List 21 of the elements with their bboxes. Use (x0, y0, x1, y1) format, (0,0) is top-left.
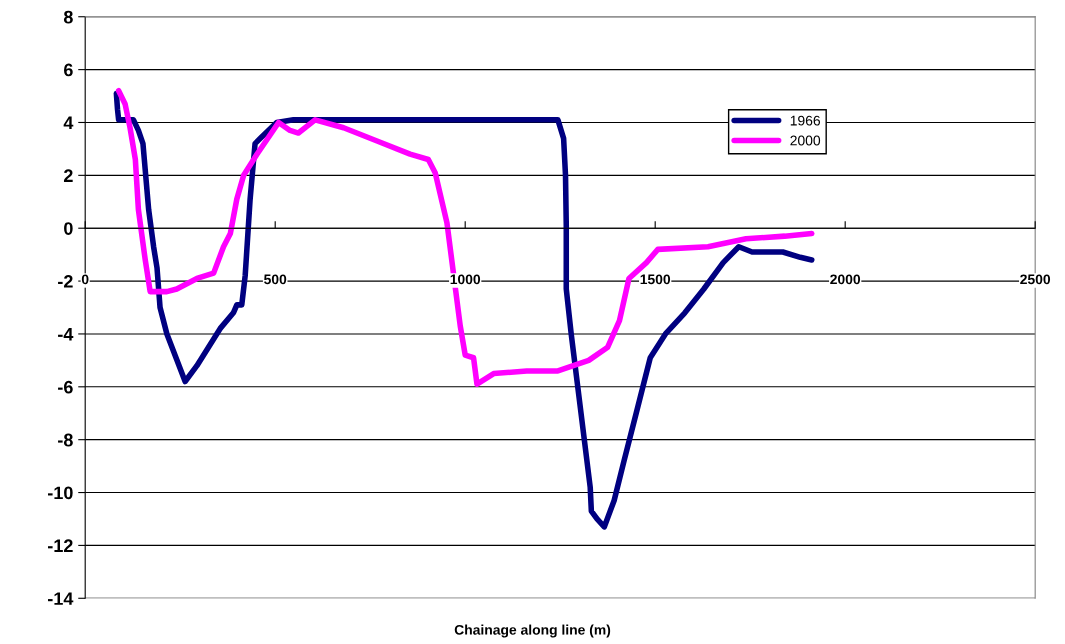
y-tick-label: 4 (63, 116, 74, 130)
y-tick-label: -2 (58, 275, 73, 288)
y-tick-label: 6 (64, 63, 73, 77)
legend-label: 2000 (790, 135, 821, 146)
y-tick-label: 2 (63, 169, 73, 182)
y-tick-label: -4 (58, 328, 74, 341)
x-axis-title: Chainage along line (m) (454, 624, 611, 638)
x-tick-label: 500 (264, 274, 287, 285)
x-tick-label: 1500 (640, 274, 671, 285)
y-tick-label: -10 (48, 486, 73, 500)
y-tick-label: 0 (64, 222, 73, 235)
x-tick-label: 0 (81, 274, 89, 285)
y-tick-label: -6 (58, 380, 73, 394)
y-tick-label: -14 (48, 592, 74, 605)
y-tick-label: 8 (63, 10, 73, 24)
x-tick-label: 2000 (830, 274, 861, 285)
y-tick-label: -12 (48, 539, 73, 552)
x-tick-label: 2500 (1020, 274, 1051, 285)
x-tick-label: 1000 (450, 274, 481, 285)
legend-label: 1966 (790, 115, 821, 126)
y-tick-label: -8 (58, 433, 73, 447)
